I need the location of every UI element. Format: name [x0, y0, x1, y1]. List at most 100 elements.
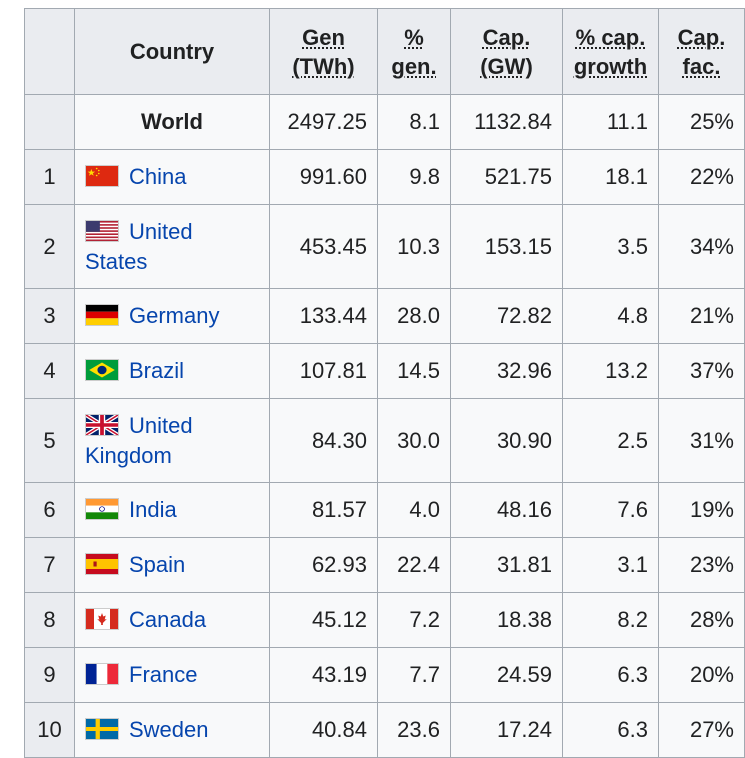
country-cell: Brazil — [74, 343, 270, 399]
germany-flag-icon — [85, 304, 119, 326]
cap-growth-header-line1: % cap. — [575, 24, 646, 50]
gen-cell: 43.19 — [269, 647, 378, 703]
country-link-china[interactable]: China — [129, 164, 187, 189]
country-link-france[interactable]: France — [129, 662, 198, 687]
table-row: 6 India 81.57 4.0 48.16 7.6 19% — [24, 482, 745, 538]
country-link-india[interactable]: India — [129, 497, 177, 522]
canada-flag-icon — [85, 608, 119, 630]
header-row: Country Gen (TWh) % gen. Cap. (GW) % cap… — [24, 8, 745, 95]
gen-cell: 62.93 — [269, 537, 378, 593]
cap-fac-cell: 37% — [658, 343, 745, 399]
world-cap-fac: 25% — [658, 94, 745, 150]
gen-cell: 107.81 — [269, 343, 378, 399]
sweden-flag-icon — [85, 718, 119, 740]
gen-cell: 40.84 — [269, 702, 378, 758]
table-row: 4 Brazil 107.81 14.5 32.96 13.2 37% — [24, 343, 745, 399]
pct-gen-header-line1: % — [404, 24, 424, 50]
cap-cell: 521.75 — [450, 149, 563, 205]
gen-cell: 45.12 — [269, 592, 378, 648]
uk-flag-icon — [85, 413, 119, 436]
gen-header-line1: Gen — [302, 24, 345, 50]
country-link-united-states[interactable]: United States — [85, 218, 193, 274]
cap-growth-cell: 3.1 — [562, 537, 659, 593]
gen-cell: 84.30 — [269, 398, 378, 483]
usa-flag-icon — [85, 219, 119, 242]
cap-fac-header-line2: fac. — [682, 53, 721, 79]
brazil-flag-icon — [85, 359, 119, 381]
cap-fac-cell: 31% — [658, 398, 745, 483]
pct-gen-cell: 30.0 — [377, 398, 451, 483]
cap-header-line2: (GW) — [480, 53, 533, 79]
world-rank-cell — [24, 94, 75, 150]
country-link-sweden[interactable]: Sweden — [129, 717, 209, 742]
cap-cell: 17.24 — [450, 702, 563, 758]
table-row: 5 United Kingdom 84.30 30.0 30.90 2.5 31% — [24, 398, 745, 483]
pct-gen-cell: 28.0 — [377, 288, 451, 344]
cap-growth-cell: 13.2 — [562, 343, 659, 399]
rank-cell: 2 — [24, 204, 75, 289]
cap-fac-header-line1: Cap. — [677, 24, 726, 50]
cap-fac-cell: 34% — [658, 204, 745, 289]
gen-cell: 991.60 — [269, 149, 378, 205]
cap-cell: 72.82 — [450, 288, 563, 344]
cap-fac-header[interactable]: Cap. fac. — [658, 8, 745, 95]
rank-cell: 1 — [24, 149, 75, 205]
india-flag-icon — [85, 498, 119, 520]
country-cell: India — [74, 482, 270, 538]
cap-growth-cell: 4.8 — [562, 288, 659, 344]
gen-cell: 453.45 — [269, 204, 378, 289]
pct-gen-cell: 9.8 — [377, 149, 451, 205]
gen-cell: 133.44 — [269, 288, 378, 344]
pct-gen-cell: 23.6 — [377, 702, 451, 758]
world-cap: 1132.84 — [450, 94, 563, 150]
cap-fac-cell: 21% — [658, 288, 745, 344]
rank-header — [24, 8, 75, 95]
cap-fac-cell: 19% — [658, 482, 745, 538]
table-row: 1 China 991.60 9.8 521.75 18.1 22% — [24, 149, 745, 205]
country-link-brazil[interactable]: Brazil — [129, 358, 185, 383]
china-flag-icon — [85, 165, 119, 187]
spain-flag-icon — [85, 553, 119, 575]
cap-cell: 18.38 — [450, 592, 563, 648]
world-gen: 2497.25 — [269, 94, 378, 150]
cap-header-line1: Cap. — [482, 24, 531, 50]
country-cell: France — [74, 647, 270, 703]
rank-cell: 10 — [24, 702, 75, 758]
world-pct-gen: 8.1 — [377, 94, 451, 150]
pct-gen-cell: 4.0 — [377, 482, 451, 538]
pct-gen-cell: 22.4 — [377, 537, 451, 593]
country-cell: Germany — [74, 288, 270, 344]
rank-cell: 6 — [24, 482, 75, 538]
cap-fac-cell: 23% — [658, 537, 745, 593]
table-row: 3 Germany 133.44 28.0 72.82 4.8 21% — [24, 288, 745, 344]
country-link-united-kingdom[interactable]: United Kingdom — [85, 412, 193, 468]
cap-growth-header[interactable]: % cap. growth — [562, 8, 659, 95]
cap-growth-cell: 3.5 — [562, 204, 659, 289]
cap-cell: 24.59 — [450, 647, 563, 703]
country-header[interactable]: Country — [74, 8, 270, 95]
wind-power-table-wrapper: Country Gen (TWh) % gen. Cap. (GW) % cap… — [24, 8, 745, 758]
gen-header[interactable]: Gen (TWh) — [269, 8, 378, 95]
world-row: World 2497.25 8.1 1132.84 11.1 25% — [24, 94, 745, 150]
country-link-spain[interactable]: Spain — [129, 552, 186, 577]
cap-growth-cell: 6.3 — [562, 647, 659, 703]
country-link-germany[interactable]: Germany — [129, 303, 220, 328]
country-link-canada[interactable]: Canada — [129, 607, 207, 632]
cap-header[interactable]: Cap. (GW) — [450, 8, 563, 95]
country-cell: United States — [74, 204, 270, 289]
pct-gen-header[interactable]: % gen. — [377, 8, 451, 95]
cap-fac-cell: 22% — [658, 149, 745, 205]
wind-power-table: Country Gen (TWh) % gen. Cap. (GW) % cap… — [24, 8, 745, 758]
gen-header-line2: (TWh) — [292, 53, 355, 79]
cap-fac-cell: 20% — [658, 647, 745, 703]
pct-gen-header-line2: gen. — [391, 53, 437, 79]
table-row: 8 Canada 45.12 7.2 18.38 8.2 28% — [24, 592, 745, 648]
rank-cell: 3 — [24, 288, 75, 344]
cap-cell: 153.15 — [450, 204, 563, 289]
cap-cell: 30.90 — [450, 398, 563, 483]
cap-growth-header-line2: growth — [573, 53, 648, 79]
table-row: 2 United States 453.45 10.3 153.15 3.5 34… — [24, 204, 745, 289]
country-cell: United Kingdom — [74, 398, 270, 483]
cap-fac-cell: 27% — [658, 702, 745, 758]
rank-cell: 7 — [24, 537, 75, 593]
